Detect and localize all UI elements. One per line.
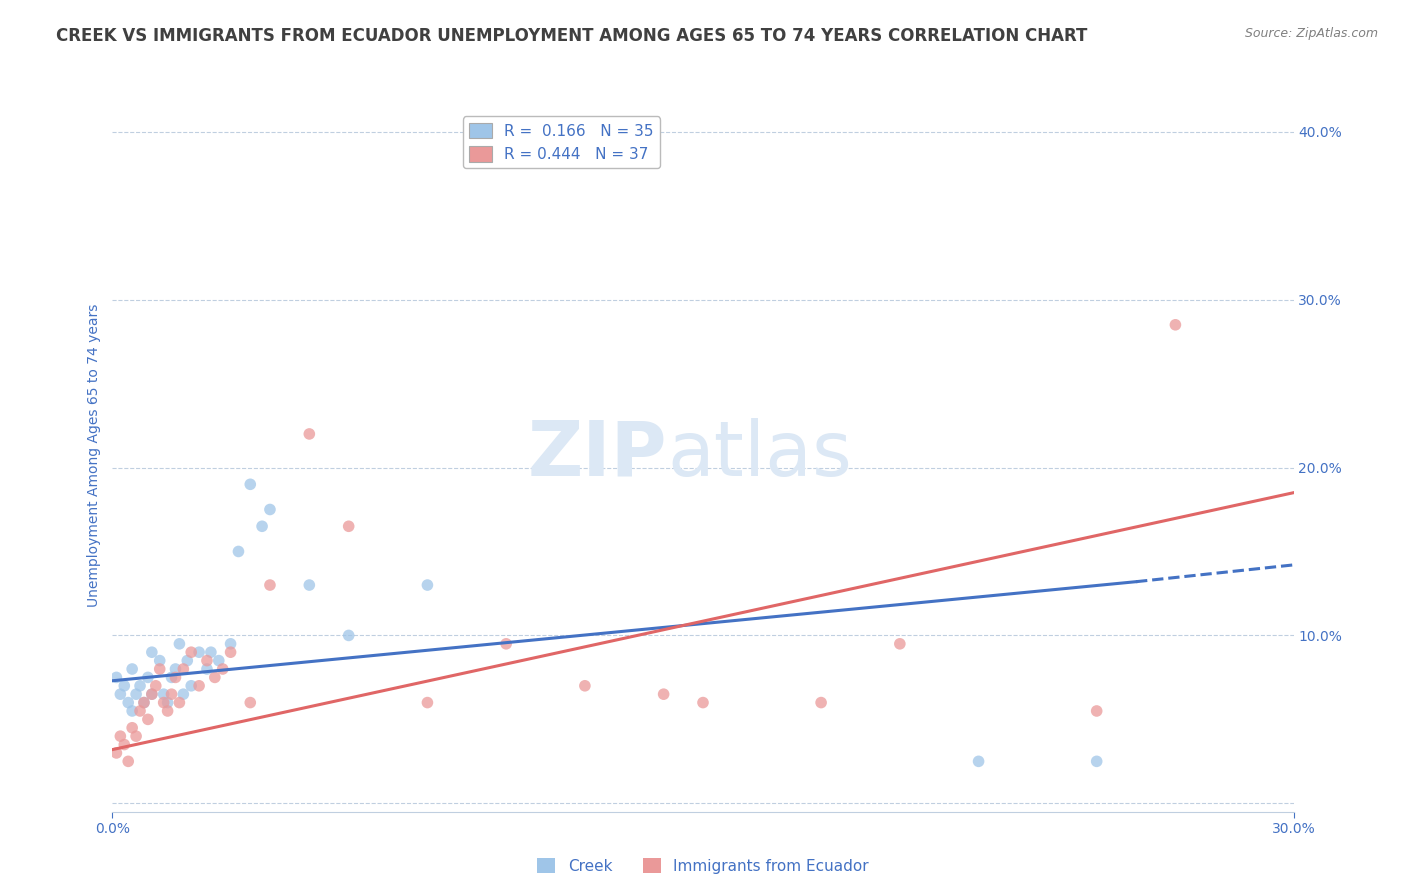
Point [156, 704, 179, 718]
Text: Source: ZipAtlas.com: Source: ZipAtlas.com [1244, 27, 1378, 40]
Point [152, 687, 174, 701]
Point [967, 755, 990, 769]
Point [136, 712, 159, 726]
Point [152, 696, 174, 710]
Point [145, 679, 167, 693]
Point [136, 670, 159, 684]
Point [416, 696, 439, 710]
Point [121, 704, 143, 718]
Text: CREEK VS IMMIGRANTS FROM ECUADOR UNEMPLOYMENT AMONG AGES 65 TO 74 YEARS CORRELAT: CREEK VS IMMIGRANTS FROM ECUADOR UNEMPLO… [56, 27, 1088, 45]
Point [105, 670, 128, 684]
Point [228, 544, 250, 558]
Point [149, 654, 172, 668]
Point [132, 696, 155, 710]
Y-axis label: Unemployment Among Ages 65 to 74 years: Unemployment Among Ages 65 to 74 years [87, 303, 101, 607]
Text: ZIP: ZIP [529, 418, 668, 491]
Point [165, 662, 187, 676]
Point [180, 645, 202, 659]
Point [172, 662, 194, 676]
Point [169, 696, 191, 710]
Point [165, 670, 187, 684]
Point [259, 502, 281, 516]
Point [149, 662, 172, 676]
Point [195, 662, 218, 676]
Point [160, 670, 183, 684]
Point [416, 578, 439, 592]
Point [211, 662, 233, 676]
Point [200, 645, 222, 659]
Point [1085, 755, 1108, 769]
Point [141, 687, 163, 701]
Point [180, 679, 202, 693]
Point [117, 696, 139, 710]
Text: atlas: atlas [668, 418, 852, 491]
Point [1164, 318, 1187, 332]
Point [105, 746, 128, 760]
Point [337, 628, 360, 642]
Point [160, 687, 183, 701]
Point [125, 729, 148, 743]
Point [129, 704, 152, 718]
Point [110, 687, 132, 701]
Point [652, 687, 675, 701]
Point [172, 687, 194, 701]
Point [141, 687, 163, 701]
Point [239, 696, 262, 710]
Point [250, 519, 273, 533]
Point [156, 696, 179, 710]
Point [176, 654, 198, 668]
Point [121, 662, 143, 676]
Point [495, 637, 517, 651]
Legend: Creek, Immigrants from Ecuador: Creek, Immigrants from Ecuador [531, 852, 875, 880]
Point [129, 679, 152, 693]
Point [219, 637, 242, 651]
Point [298, 426, 321, 441]
Point [889, 637, 911, 651]
Point [810, 696, 832, 710]
Legend: R =  0.166   N = 35, R = 0.444   N = 37: R = 0.166 N = 35, R = 0.444 N = 37 [463, 117, 659, 169]
Point [117, 755, 139, 769]
Point [259, 578, 281, 592]
Point [692, 696, 714, 710]
Point [208, 654, 231, 668]
Point [195, 654, 218, 668]
Point [239, 477, 262, 491]
Point [121, 721, 143, 735]
Point [132, 696, 155, 710]
Point [188, 679, 211, 693]
Point [112, 738, 135, 752]
Point [337, 519, 360, 533]
Point [110, 729, 132, 743]
Point [1085, 704, 1108, 718]
Point [169, 637, 191, 651]
Point [125, 687, 148, 701]
Point [219, 645, 242, 659]
Point [112, 679, 135, 693]
Point [204, 670, 226, 684]
Point [188, 645, 211, 659]
Point [141, 645, 163, 659]
Point [298, 578, 321, 592]
Point [574, 679, 596, 693]
